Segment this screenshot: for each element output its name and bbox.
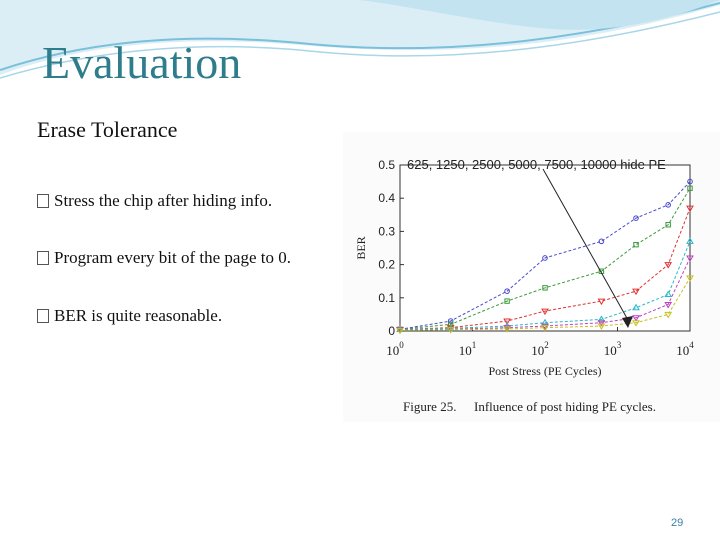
series-line — [399, 181, 691, 330]
bullet-icon — [37, 194, 49, 208]
data-point — [686, 255, 694, 262]
series-line — [399, 277, 691, 331]
bullet-item: BER is quite reasonable. — [37, 306, 222, 326]
data-point — [632, 288, 640, 296]
data-point — [542, 285, 548, 291]
figure-caption-text: Influence of post hiding PE cycles. — [474, 399, 656, 414]
annotation-arrow — [542, 168, 629, 321]
slide-subtitle: Erase Tolerance — [37, 117, 178, 142]
data-point — [687, 178, 693, 185]
data-point — [664, 290, 673, 297]
y-tick-label: 0.3 — [378, 224, 395, 238]
data-point — [686, 237, 694, 244]
bullet-text: BER is quite reasonable. — [54, 306, 223, 325]
data-point — [396, 327, 404, 335]
y-tick-label: 0.2 — [378, 258, 395, 272]
series-line — [399, 241, 691, 330]
slide-title: Evaluation — [42, 37, 242, 88]
data-point — [503, 318, 511, 326]
bullet-text: Stress the chip after hiding info. — [54, 191, 273, 210]
bullet-item: Program every bit of the page to 0. — [37, 248, 291, 268]
y-tick-label: 0.4 — [378, 191, 395, 205]
data-point — [632, 315, 640, 322]
x-axis-label: Post Stress (PE Cycles) — [488, 364, 601, 378]
bullet-text: Program every bit of the page to 0. — [54, 248, 291, 267]
y-tick-label: 0 — [388, 324, 395, 338]
data-point — [396, 325, 404, 332]
x-tick-label: 102 — [531, 340, 549, 358]
data-point — [597, 298, 606, 306]
series-line — [399, 207, 691, 330]
data-point — [664, 262, 673, 269]
series-line — [399, 187, 691, 330]
bullet-icon — [37, 309, 49, 323]
data-point — [541, 318, 549, 326]
data-point — [447, 321, 454, 328]
data-point — [541, 323, 549, 330]
x-tick-label: 100 — [386, 340, 404, 358]
x-tick-label: 101 — [459, 340, 477, 358]
data-point — [597, 315, 606, 322]
data-point — [664, 301, 673, 309]
figure-caption-label: Figure 25. — [403, 399, 456, 414]
y-tick-label: 0.5 — [378, 158, 395, 172]
header-wave-decoration — [0, 0, 720, 79]
data-point — [598, 238, 605, 245]
data-point — [504, 298, 510, 304]
data-point — [447, 318, 454, 324]
data-point — [446, 327, 455, 334]
ber-chart: 0 0.1 0.2 0.3 0.4 0.5 100 101 102 103 104 Post Stre… — [354, 157, 694, 414]
bullet-item: Stress the chip after hiding info. — [37, 191, 272, 211]
page-number: 29 — [671, 517, 684, 529]
data-point — [541, 325, 549, 332]
data-point — [633, 215, 639, 221]
x-tick-label: 103 — [604, 340, 622, 358]
data-point — [665, 202, 671, 208]
data-point — [504, 288, 510, 294]
data-point — [503, 325, 511, 332]
data-point — [665, 222, 671, 228]
plot-area — [399, 164, 691, 332]
y-tick-label: 0.1 — [378, 291, 395, 305]
data-point — [633, 241, 639, 248]
data-point — [632, 303, 640, 311]
chart-annotation: 625, 1250, 2500, 5000, 7500, 10000 hide … — [407, 157, 666, 172]
data-point — [597, 323, 606, 330]
data-point — [503, 326, 511, 333]
annotation-arrowhead — [622, 316, 633, 328]
data-point — [686, 275, 694, 282]
data-point — [686, 205, 694, 213]
y-axis-label: BER — [354, 236, 368, 259]
data-point — [664, 311, 673, 319]
data-point — [541, 308, 549, 316]
bullet-icon — [37, 251, 49, 265]
x-tick-label: 104 — [676, 340, 694, 358]
data-point — [597, 320, 606, 327]
data-point — [542, 255, 548, 261]
data-point — [632, 320, 640, 327]
data-point — [687, 185, 693, 191]
figure-image: 0 0.1 0.2 0.3 0.4 0.5 100 101 102 103 104 Post Stre… — [343, 132, 720, 422]
